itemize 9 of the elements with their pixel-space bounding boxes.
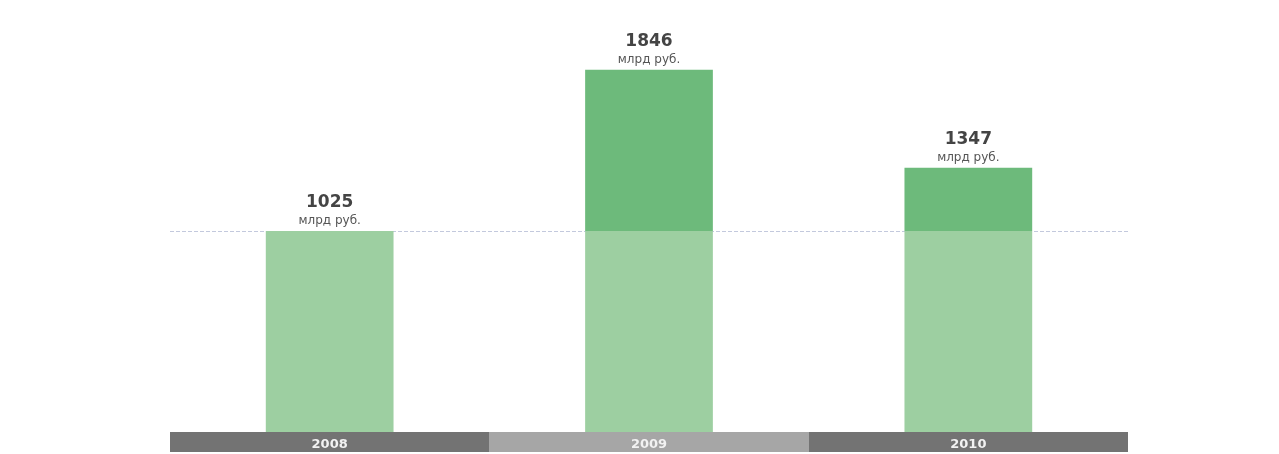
data-label: 1347 [944, 128, 992, 149]
x-tick-label: 2008 [311, 436, 348, 451]
annotation: млрд руб. [617, 51, 681, 66]
x-tick-label: 2009 [630, 436, 668, 451]
data-label: 1025 [306, 191, 354, 212]
annotation: млрд руб. [937, 149, 1000, 164]
annotation: млрд руб. [298, 212, 361, 227]
x-tick-label: 2010 [950, 436, 987, 451]
data-label: 1846 [625, 30, 673, 51]
